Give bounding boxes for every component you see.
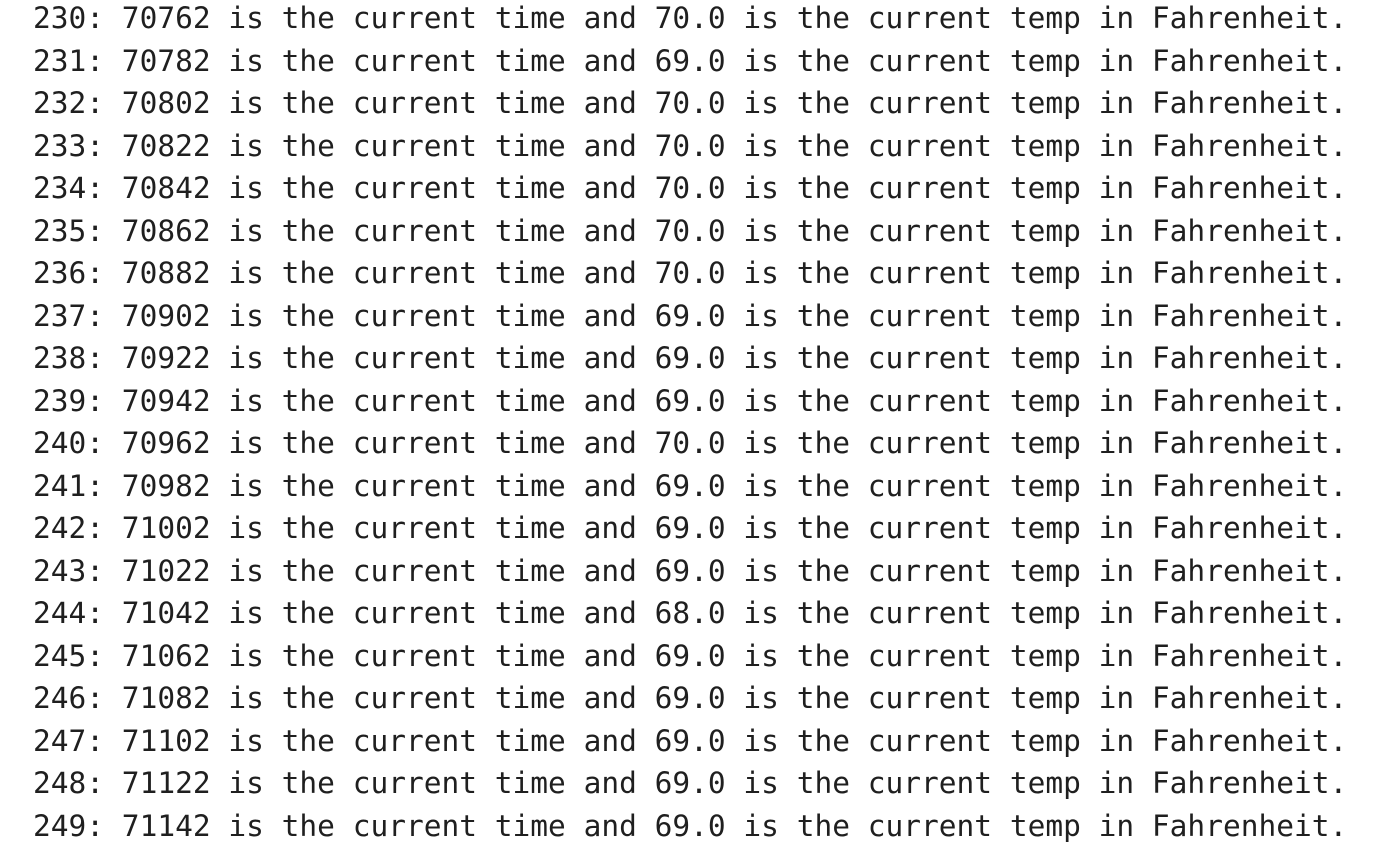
console-line: 247: 71102 is the current time and 69.0 … bbox=[33, 720, 1347, 763]
console-line: 245: 71062 is the current time and 69.0 … bbox=[33, 635, 1347, 678]
console-line: 244: 71042 is the current time and 68.0 … bbox=[33, 592, 1347, 635]
console-output: 230: 70762 is the current time and 70.0 … bbox=[33, 0, 1347, 847]
console-line: 231: 70782 is the current time and 69.0 … bbox=[33, 40, 1347, 83]
console-line: 239: 70942 is the current time and 69.0 … bbox=[33, 380, 1347, 423]
console-line: 240: 70962 is the current time and 70.0 … bbox=[33, 422, 1347, 465]
console-line: 235: 70862 is the current time and 70.0 … bbox=[33, 210, 1347, 253]
console-line: 230: 70762 is the current time and 70.0 … bbox=[33, 0, 1347, 40]
console-line: 241: 70982 is the current time and 69.0 … bbox=[33, 465, 1347, 508]
console-line: 243: 71022 is the current time and 69.0 … bbox=[33, 550, 1347, 593]
console-line: 233: 70822 is the current time and 70.0 … bbox=[33, 125, 1347, 168]
console-line: 248: 71122 is the current time and 69.0 … bbox=[33, 762, 1347, 805]
console-line: 234: 70842 is the current time and 70.0 … bbox=[33, 167, 1347, 210]
console-line: 246: 71082 is the current time and 69.0 … bbox=[33, 677, 1347, 720]
console-line: 242: 71002 is the current time and 69.0 … bbox=[33, 507, 1347, 550]
console-line: 238: 70922 is the current time and 69.0 … bbox=[33, 337, 1347, 380]
console-line: 249: 71142 is the current time and 69.0 … bbox=[33, 805, 1347, 847]
console-line: 237: 70902 is the current time and 69.0 … bbox=[33, 295, 1347, 338]
console-line: 232: 70802 is the current time and 70.0 … bbox=[33, 82, 1347, 125]
console-line: 236: 70882 is the current time and 70.0 … bbox=[33, 252, 1347, 295]
